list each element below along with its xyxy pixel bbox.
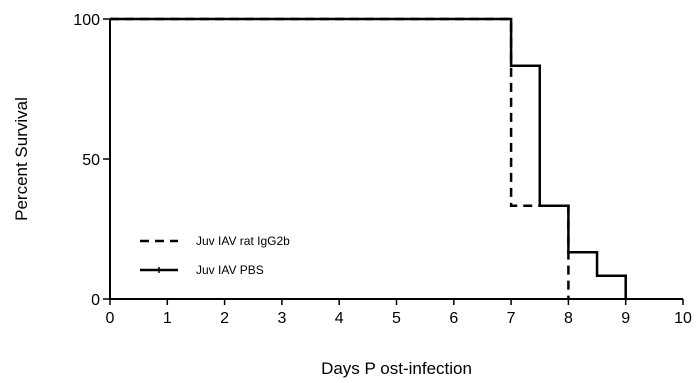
y-tick-label: 50: [82, 152, 100, 169]
series-line-2: [110, 17, 627, 299]
series-layer: [110, 17, 627, 299]
x-tick-label: 4: [335, 310, 344, 327]
x-tick-label: 0: [106, 310, 115, 327]
x-tick-label: 6: [449, 310, 458, 327]
x-tick-label: 2: [220, 310, 229, 327]
legend-label-2: Juv IAV PBS: [196, 263, 264, 277]
x-tick-label: 8: [564, 310, 573, 327]
y-tick-label: 0: [91, 292, 100, 309]
x-tick-label: 5: [392, 310, 401, 327]
x-tick-label: 9: [621, 310, 630, 327]
series-line-1: [110, 17, 570, 299]
x-tick-label: 10: [674, 310, 692, 327]
y-tick-label: 100: [73, 12, 100, 29]
legend: Juv IAV rat IgG2b Juv IAV PBS: [140, 234, 290, 277]
x-tick-label: 1: [163, 310, 172, 327]
legend-label-1: Juv IAV rat IgG2b: [196, 234, 290, 248]
x-tick-label: 7: [507, 310, 516, 327]
x-tick-label: 3: [277, 310, 286, 327]
y-axis-title: Percent Survival: [12, 97, 31, 221]
x-axis-title: Days P ost-infection: [321, 359, 472, 378]
